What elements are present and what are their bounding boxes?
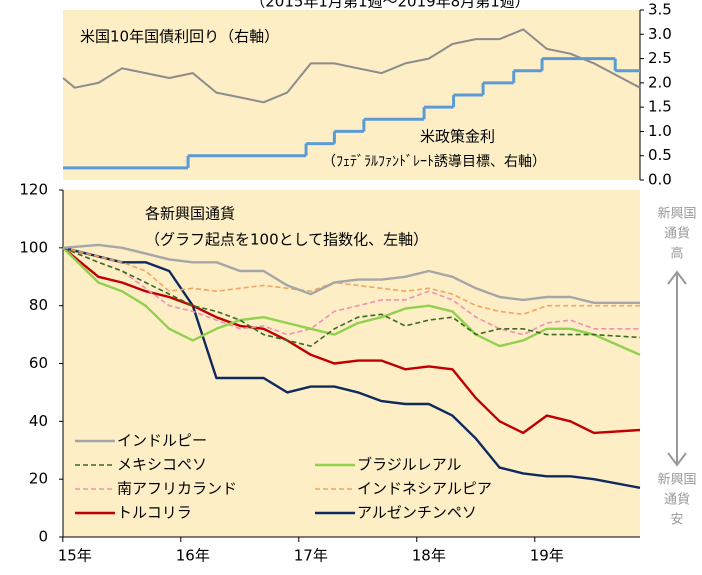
- y2-tick-label: 2.5: [648, 49, 672, 67]
- y2-tick-label: 3.5: [648, 1, 672, 19]
- x-tick-label: 17年: [294, 547, 328, 565]
- legend-label: インドネシアルピア: [357, 480, 492, 498]
- y-tick-label: 60: [29, 354, 48, 372]
- legend-label: インドルピー: [117, 432, 207, 450]
- x-tick-label: 16年: [176, 547, 210, 565]
- side-label: 高: [670, 246, 683, 262]
- y2-tick-label: 3.0: [648, 25, 672, 43]
- series-line: [62, 243, 640, 304]
- annotation: 各新興国通貨: [145, 205, 235, 223]
- y2-tick-label: 1.5: [648, 98, 672, 116]
- x-tick-label: 19年: [530, 547, 564, 565]
- y-tick-label: 100: [19, 238, 48, 256]
- series-line: [62, 247, 640, 316]
- legend-label: メキシコペソ: [117, 456, 207, 474]
- series-line: [62, 246, 641, 435]
- legend-label: トルコリラ: [117, 504, 192, 522]
- y2-tick-label: 1.0: [648, 122, 672, 140]
- side-label: 通貨: [664, 226, 690, 242]
- legend-label: ブラジルレアル: [357, 456, 462, 474]
- side-label: 新興国: [657, 472, 696, 488]
- y-tick-label: 40: [29, 412, 48, 430]
- top-panel: [63, 10, 640, 180]
- side-arrow: [667, 270, 687, 467]
- series-line: [62, 28, 641, 104]
- side-label: 安: [670, 513, 683, 528]
- legend-label: 南アフリカランド: [117, 480, 237, 498]
- x-tick-label: 15年: [58, 547, 92, 565]
- side-label: 通貨: [664, 492, 690, 508]
- y-tick-label: 120: [19, 181, 48, 199]
- annotation: （ﾌｪﾃﾞﾗﾙﾌｧﾝﾄﾞﾚｰﾄ誘導目標、右軸）: [322, 154, 546, 170]
- y-tick-label: 0: [38, 528, 48, 546]
- series-line: [62, 246, 641, 489]
- annotation: 米政策金利: [420, 128, 495, 146]
- side-label: 新興国: [657, 206, 696, 222]
- x-tick-label: 18年: [412, 547, 446, 565]
- legend-label: アルゼンチンペソ: [357, 504, 477, 522]
- chart-title: （2015年1月第1週～2019年8月第1週）: [250, 0, 530, 11]
- bottom-panel: [63, 190, 640, 537]
- series-line: [62, 247, 640, 336]
- annotation: 米国10年国債利回り（右軸）: [80, 28, 279, 46]
- y2-tick-label: 0.5: [648, 146, 672, 164]
- annotation: （グラフ起点を100として指数化、左軸）: [145, 231, 428, 249]
- y-tick-label: 20: [29, 470, 48, 488]
- y2-tick-label: 2.0: [648, 73, 672, 91]
- series-line: [62, 246, 641, 356]
- y-tick-label: 80: [29, 296, 48, 314]
- y2-tick-label: 0.0: [648, 171, 672, 189]
